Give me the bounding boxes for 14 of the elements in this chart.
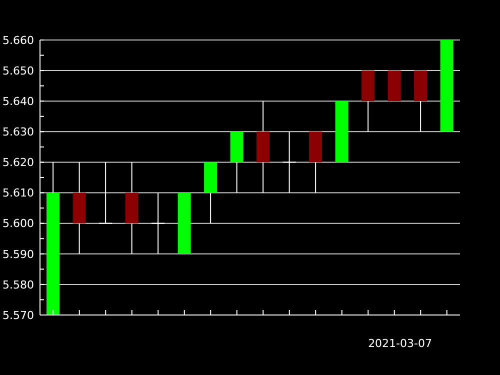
- y-tick-label: 5.570: [2, 308, 34, 322]
- y-tick-label: 5.640: [2, 95, 34, 108]
- y-tick-label: 5.580: [2, 278, 34, 292]
- y-tick-label: 5.660: [2, 34, 34, 47]
- y-tick-label: 5.630: [2, 126, 34, 139]
- candlestick: [98, 162, 113, 224]
- y-tick-label: 5.590: [2, 248, 34, 261]
- y-tick-label: 5.620: [2, 156, 34, 170]
- candlestick: [151, 192, 166, 254]
- y-tick-label: 5.610: [2, 186, 34, 200]
- candlestick: [282, 131, 296, 194]
- x-axis-title: 2021-03-07: [368, 337, 432, 350]
- y-tick-label: 5.650: [2, 64, 34, 78]
- y-tick-label: 5.600: [2, 217, 34, 230]
